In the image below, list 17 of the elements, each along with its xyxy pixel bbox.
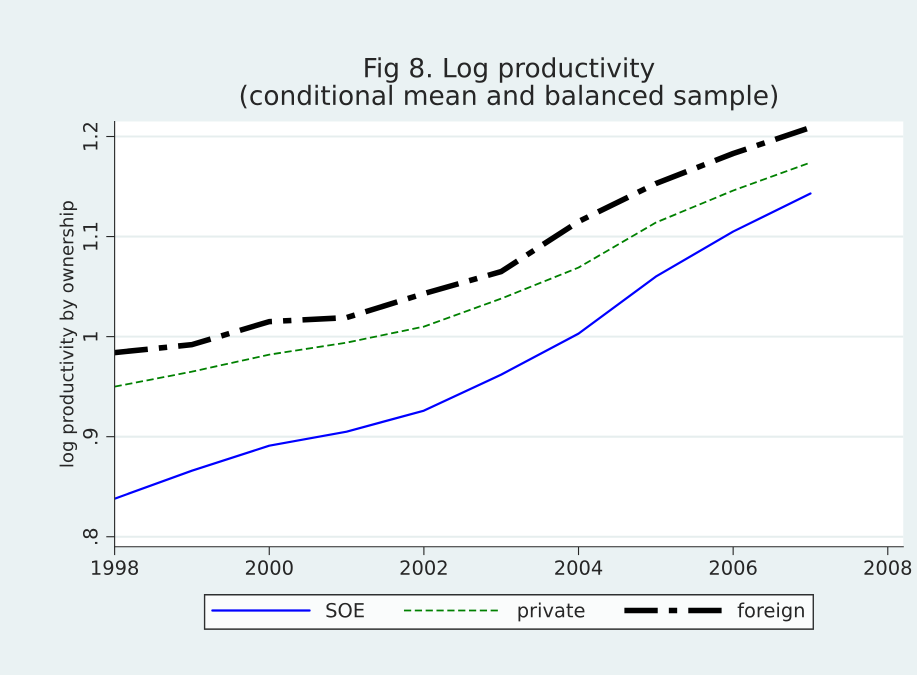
text: foreign bbox=[738, 602, 804, 622]
x-tick-label: 2004 bbox=[555, 560, 602, 575]
y-tick-label: .9 bbox=[82, 428, 98, 444]
y-tick-label: 1.1 bbox=[83, 222, 98, 250]
x-tick-label: 2006 bbox=[710, 560, 757, 575]
line-series bbox=[114, 192, 812, 500]
y-tick-label: 1 bbox=[83, 332, 98, 341]
legend-label: SOE bbox=[326, 602, 364, 618]
x-tick-label: 2000 bbox=[246, 560, 293, 575]
x-tick-label: 1998 bbox=[92, 560, 138, 575]
y-tick-label: .8 bbox=[82, 528, 98, 544]
chart-title: Fig 8. Log productivity (conditional mean and balanced sample) bbox=[240, 57, 778, 110]
y-axis-title: log productivity by ownership bbox=[60, 201, 78, 466]
y-tick-label: 1.2 bbox=[82, 122, 98, 150]
legend-label: private bbox=[518, 602, 584, 622]
x-tick-label: 2008 bbox=[864, 560, 912, 575]
x-tick-label: 2002 bbox=[400, 560, 447, 575]
